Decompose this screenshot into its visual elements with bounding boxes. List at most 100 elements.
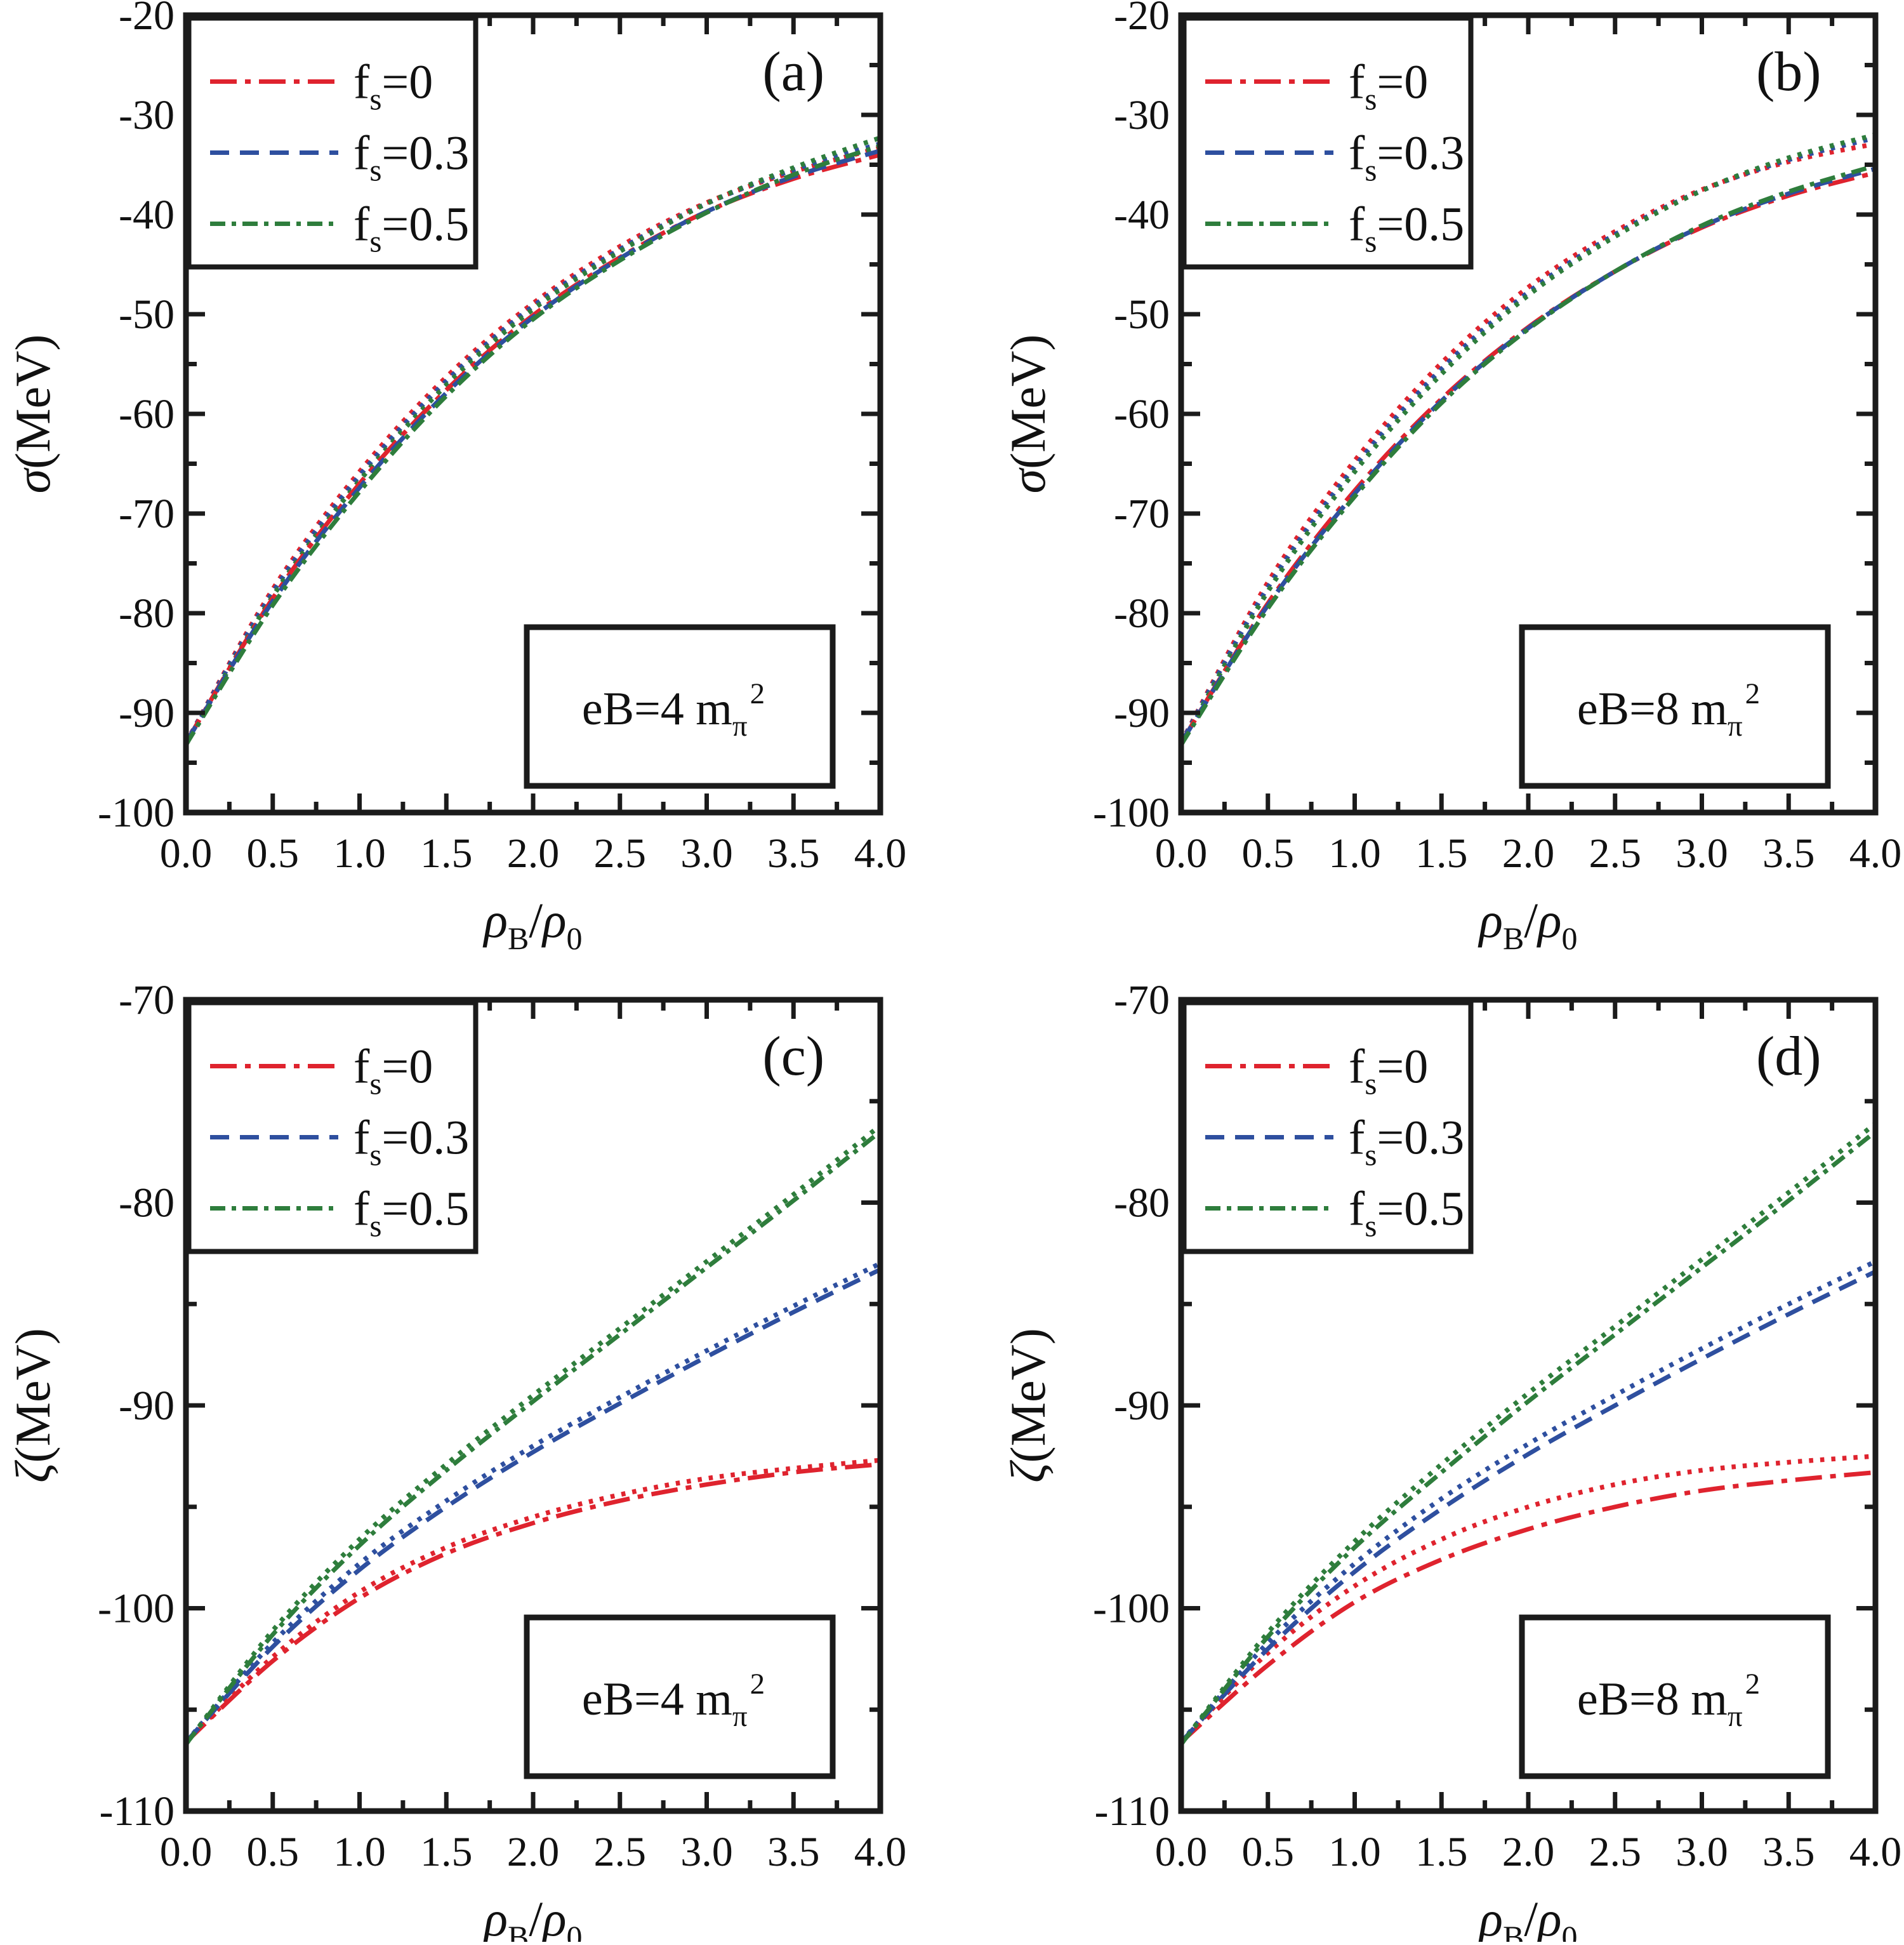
y-axis-title: ζ(MeV) [5, 1328, 60, 1483]
x-tick-label: 0.5 [1242, 1829, 1295, 1875]
y-tick-label: -30 [119, 92, 175, 138]
x-tick-label: 0.0 [1155, 1829, 1208, 1875]
y-tick-label: -110 [99, 1788, 175, 1835]
y-tick-label: -80 [119, 1180, 175, 1226]
legend-label: fs=0 [354, 56, 433, 117]
series-curve-fs-0.3-dashed [1181, 1269, 1875, 1744]
legend-label: fs=0.5 [354, 1183, 469, 1244]
panel-svg-a: 0.0 0.5 1.0 1.5 2.0 2.5 3.0 3.5 4.0 -100 -90 -80 -70… [5, 0, 907, 956]
x-tick-label: 2.0 [1502, 830, 1555, 877]
y-tick-label: -70 [1114, 491, 1170, 537]
x-tick-label: 0.5 [247, 1829, 300, 1875]
x-tick-label: 4.0 [1849, 1829, 1902, 1875]
x-tick-label: 2.0 [507, 830, 560, 877]
annotation-text: eB=4 mπ2 [582, 677, 765, 743]
panel-d: 0.0 0.5 1.0 1.5 2.0 2.5 3.0 3.5 4.0 -110 -100 -90 -8… [952, 971, 1904, 1945]
panel-letter: (a) [762, 41, 824, 103]
x-tick-label: 3.0 [1676, 830, 1728, 877]
series-curve-fs-0.5-dash-dot-dot [186, 143, 880, 747]
legend-label: fs=0 [354, 1040, 433, 1101]
annotation-box [524, 1614, 836, 1779]
legend-box [1181, 15, 1474, 270]
panel-b: 0.0 0.5 1.0 1.5 2.0 2.5 3.0 3.5 4.0 -100 -90 -80 -70… [952, 0, 1904, 971]
y-axis-title: ζ(MeV) [1000, 1328, 1055, 1483]
y-tick-label: -50 [119, 291, 175, 338]
y-tick-label: -70 [119, 491, 175, 537]
x-tick-label: 0.5 [1242, 830, 1295, 877]
x-tick-label: 3.5 [767, 1829, 820, 1875]
x-tick-label: 0.0 [1155, 830, 1208, 877]
x-tick-label: 1.5 [420, 1829, 473, 1875]
y-tick-label: -50 [1114, 291, 1170, 338]
annotation-box [524, 624, 836, 789]
y-tick-label: -90 [119, 1383, 175, 1429]
x-axis-title: ρB/ρ0 [1478, 1891, 1578, 1942]
annotation-text: eB=4 mπ2 [582, 1668, 765, 1733]
x-tick-label: 1.0 [333, 1829, 386, 1875]
y-tick-label: -110 [1094, 1788, 1170, 1835]
series-curve-fs-0.3-dashed [1181, 166, 1875, 744]
curves-group [186, 1124, 880, 1746]
panel-svg-b: 0.0 0.5 1.0 1.5 2.0 2.5 3.0 3.5 4.0 -100 -90 -80 -70… [1000, 0, 1902, 956]
panel-svg-c: 0.0 0.5 1.0 1.5 2.0 2.5 3.0 3.5 4.0 -110 -100 -90 -8… [5, 977, 907, 1945]
x-tick-label: 1.0 [1328, 830, 1381, 877]
y-tick-label: -90 [1114, 690, 1170, 736]
x-tick-label: 2.5 [594, 1829, 647, 1875]
x-tick-label: 3.0 [680, 830, 733, 877]
series-curve-fs-0.3-dashed [186, 1267, 880, 1744]
legend-label: fs=0.3 [1349, 127, 1464, 188]
x-tick-label: 3.5 [1762, 830, 1815, 877]
x-tick-label: 3.0 [680, 1829, 733, 1875]
annotation-text: eB=8 mπ2 [1577, 677, 1760, 743]
series-curve-fs-0-dash-dot [1181, 1470, 1875, 1744]
x-tick-label: 2.0 [1502, 1829, 1555, 1875]
y-tick-label: -100 [1093, 1586, 1170, 1632]
panel-svg-d: 0.0 0.5 1.0 1.5 2.0 2.5 3.0 3.5 4.0 -110 -100 -90 -8… [1000, 977, 1902, 1945]
curves-group [1181, 132, 1875, 747]
x-tick-label: 0.0 [160, 830, 213, 877]
panel-letter: (d) [1756, 1026, 1821, 1087]
y-tick-label: -30 [1114, 92, 1170, 138]
y-tick-label: -40 [119, 192, 175, 238]
y-tick-label: -80 [1114, 1180, 1170, 1226]
annotation-box [1519, 1614, 1831, 1779]
panel-c: 0.0 0.5 1.0 1.5 2.0 2.5 3.0 3.5 4.0 -110 -100 -90 -8… [0, 971, 952, 1945]
annotation-box [1519, 624, 1831, 789]
x-tick-label: 1.5 [1415, 1829, 1468, 1875]
series-curve-fs-0.5-dash-dot-dot [1181, 1129, 1875, 1746]
series-curve-fs-0-dash-dot [186, 1462, 880, 1744]
y-tick-label: -100 [98, 1586, 175, 1632]
series-curve-fs-0.3-dashed [186, 149, 880, 744]
annotation-text: eB=8 mπ2 [1577, 1668, 1760, 1733]
y-tick-label: -40 [1114, 192, 1170, 238]
x-tick-label: 4.0 [854, 1829, 907, 1875]
x-axis-title: ρB/ρ0 [483, 893, 583, 956]
x-tick-label: 3.5 [767, 830, 820, 877]
x-tick-label: 2.5 [594, 830, 647, 877]
panel-letter: (b) [1756, 41, 1821, 103]
legend-label: fs=0 [1349, 56, 1428, 117]
x-tick-label: 1.5 [1415, 830, 1468, 877]
legend-label: fs=0.3 [354, 1112, 469, 1172]
y-tick-label: -80 [1114, 590, 1170, 637]
legend-label: fs=0 [1349, 1040, 1428, 1101]
legend-label: fs=0.5 [354, 198, 469, 259]
y-tick-label: -90 [1114, 1383, 1170, 1429]
x-tick-label: 4.0 [1849, 830, 1902, 877]
y-tick-label: -100 [98, 790, 175, 836]
y-tick-label: -60 [119, 391, 175, 437]
panel-a: 0.0 0.5 1.0 1.5 2.0 2.5 3.0 3.5 4.0 -100 -90 -80 -70… [0, 0, 952, 971]
series-curve-fs-0.5-dash-dot-dot [186, 1129, 880, 1746]
x-tick-label: 4.0 [854, 830, 907, 877]
y-axis-title: σ(MeV) [1000, 335, 1055, 494]
curves-group [1181, 1121, 1875, 1746]
series-curve-fs-0.5-dotted [1181, 132, 1875, 747]
x-tick-label: 1.0 [1328, 1829, 1381, 1875]
x-tick-label: 2.0 [507, 1829, 560, 1875]
series-curve-fs-0.5-dotted [186, 1124, 880, 1746]
curves-group [186, 135, 880, 747]
x-tick-label: 1.0 [333, 830, 386, 877]
y-tick-label: -70 [1114, 977, 1170, 1023]
legend-label: fs=0.5 [1349, 198, 1464, 259]
y-tick-label: -60 [1114, 391, 1170, 437]
